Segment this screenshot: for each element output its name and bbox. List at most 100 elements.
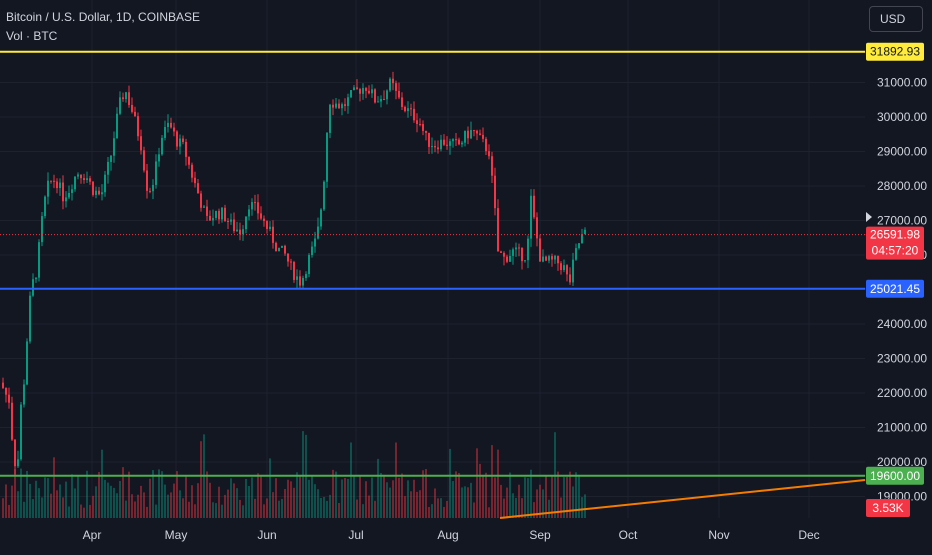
candle-body: [557, 255, 559, 264]
volume-bar: [575, 472, 577, 518]
volume-bar: [503, 498, 505, 518]
volume-bar: [137, 494, 139, 518]
volume-bar: [149, 478, 151, 518]
candle-body: [77, 174, 79, 177]
volume-title[interactable]: Vol · BTC: [6, 29, 58, 43]
candle-body: [29, 295, 31, 342]
volume-bar: [533, 502, 535, 518]
candle-body: [380, 99, 382, 102]
volume-bar: [71, 474, 73, 518]
volume-bar: [248, 486, 250, 518]
volume-bar: [425, 469, 427, 518]
candle-body: [515, 247, 517, 250]
volume-bar: [410, 491, 412, 518]
candle-body: [383, 99, 385, 101]
candle-body: [407, 108, 409, 112]
candle-body: [392, 78, 394, 84]
volume-bar: [89, 504, 91, 518]
time-tick-label: Dec: [798, 528, 819, 542]
volume-bar: [284, 489, 286, 518]
volume-bar: [110, 485, 112, 518]
time-tick-label: Sep: [529, 528, 551, 542]
candle-body: [5, 387, 7, 395]
volume-bar: [287, 479, 289, 518]
candle-body: [455, 139, 457, 141]
volume-bar: [326, 500, 328, 518]
candle-body: [494, 175, 496, 209]
volume-bar: [38, 488, 40, 518]
candle-body: [296, 276, 298, 280]
countdown-label: 04:57:20: [872, 244, 919, 258]
volume-bar: [50, 493, 52, 518]
candle-body: [374, 89, 376, 103]
volume-bar: [140, 485, 142, 518]
candle-body: [137, 116, 139, 137]
candle-body: [533, 195, 535, 218]
volume-bar: [2, 498, 4, 518]
volume-bar: [455, 471, 457, 518]
candle-body: [191, 164, 193, 178]
time-tick-label: Jun: [257, 528, 276, 542]
candle-body: [38, 242, 40, 278]
candle-body: [446, 144, 448, 146]
volume-bar: [335, 471, 337, 518]
candle-body: [197, 183, 199, 194]
volume-bar: [290, 481, 292, 518]
candle-body: [32, 279, 34, 296]
candle-body: [431, 146, 433, 148]
candlestick-series: [2, 71, 586, 475]
candle-body: [281, 245, 283, 248]
volume-bar: [518, 484, 520, 518]
candle-body: [8, 394, 10, 403]
candle-body: [425, 130, 427, 133]
candle-body: [128, 92, 130, 105]
candle-body: [311, 246, 313, 256]
candle-body: [320, 209, 322, 227]
level-label[interactable]: 25021.45: [870, 282, 920, 296]
volume-bar: [515, 497, 517, 518]
volume-bar: [215, 503, 217, 518]
price-marker-icon: [866, 212, 872, 222]
volume-bar: [143, 492, 145, 518]
candle-body: [158, 154, 160, 162]
volume-bar: [482, 476, 484, 518]
level-label-bg: [866, 42, 924, 61]
candle-body: [53, 180, 55, 182]
candle-body: [479, 133, 481, 135]
volume-bar: [494, 477, 496, 518]
level-label[interactable]: 19600.00: [870, 469, 920, 483]
volume-bar: [461, 487, 463, 518]
volume-bar: [47, 478, 49, 518]
level-label[interactable]: 31892.93: [870, 45, 920, 59]
candle-body: [401, 97, 403, 107]
volume-bar: [392, 480, 394, 518]
candle-body: [17, 459, 19, 467]
volume-bar: [107, 482, 109, 518]
last-price-label-bg: [866, 226, 924, 260]
candle-body: [521, 247, 523, 262]
volume-bar: [275, 478, 277, 518]
volume-bar: [26, 470, 28, 518]
candle-body: [410, 108, 412, 110]
candle-body: [2, 382, 4, 388]
volume-bar: [320, 497, 322, 518]
volume-bar: [233, 483, 235, 518]
volume-bar: [251, 477, 253, 518]
candle-body: [314, 238, 316, 247]
currency-button[interactable]: USD: [869, 6, 923, 32]
candle-body: [332, 104, 334, 108]
volume-bar: [128, 471, 130, 518]
candle-body: [125, 92, 127, 100]
candle-body: [581, 234, 583, 244]
volume-bar: [542, 489, 544, 518]
volume-bar: [332, 469, 334, 518]
symbol-title[interactable]: Bitcoin / U.S. Dollar, 1D, COINBASE: [6, 10, 201, 24]
volume-bar: [356, 499, 358, 518]
candle-body: [230, 219, 232, 222]
volume-bar: [239, 499, 241, 518]
candle-body: [527, 238, 529, 261]
volume-bar: [464, 486, 466, 518]
volume-bar: [134, 501, 136, 518]
